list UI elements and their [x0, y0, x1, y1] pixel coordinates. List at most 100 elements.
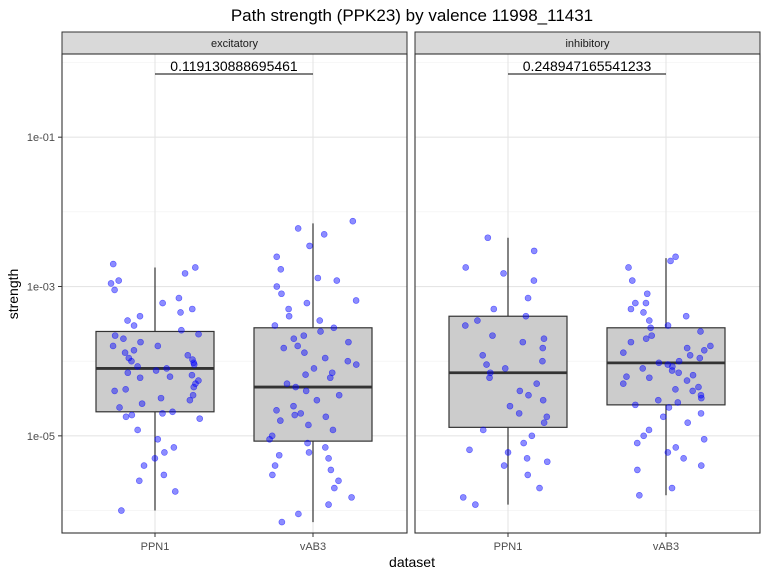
data-point	[291, 411, 299, 419]
data-point	[128, 411, 136, 419]
data-point	[490, 305, 498, 313]
comparison-label: 0.248947165541233	[523, 58, 652, 74]
data-point	[325, 455, 332, 462]
data-point	[152, 367, 160, 374]
data-point	[301, 349, 308, 356]
data-point	[474, 317, 481, 324]
data-point	[640, 309, 647, 316]
data-point	[664, 322, 672, 329]
data-point	[689, 371, 697, 379]
data-point	[675, 357, 683, 365]
data-point	[646, 374, 653, 382]
data-point	[634, 466, 641, 474]
data-point	[623, 373, 630, 380]
x-tick-label: vAB3	[653, 541, 679, 553]
y-tick-label: 1e-01	[27, 132, 55, 144]
data-point	[278, 518, 286, 526]
data-point	[269, 471, 276, 479]
data-point	[543, 458, 551, 466]
data-point	[285, 305, 292, 313]
data-point	[643, 290, 651, 298]
data-point	[115, 277, 122, 284]
panel-inhibitory: inhibitory 0.248947165541233 PPN1 vAB3	[414, 31, 761, 553]
data-point	[163, 365, 170, 372]
data-point	[317, 328, 324, 335]
data-point	[306, 242, 313, 250]
data-point	[294, 225, 302, 232]
data-point	[466, 446, 473, 454]
data-point	[170, 444, 178, 451]
data-point	[675, 369, 682, 377]
data-point	[290, 402, 297, 410]
data-point	[111, 286, 118, 294]
data-point	[330, 324, 338, 332]
data-point	[278, 290, 285, 298]
data-point	[627, 338, 635, 346]
x-axis-title: dataset	[389, 554, 435, 570]
data-point	[484, 234, 492, 242]
data-point	[118, 507, 125, 514]
data-point	[275, 451, 283, 459]
data-point	[501, 365, 509, 372]
data-point	[489, 332, 496, 339]
data-point	[178, 326, 185, 334]
data-point	[539, 357, 546, 365]
x-tick-label: PPN1	[141, 541, 170, 553]
panel-background	[62, 54, 407, 533]
data-point	[528, 432, 536, 440]
data-point	[302, 371, 309, 378]
data-point	[290, 335, 298, 343]
data-point	[462, 264, 470, 271]
data-point	[459, 494, 467, 501]
data-point	[628, 277, 636, 284]
data-point	[322, 413, 330, 421]
box-PPN1	[95, 260, 215, 514]
data-point	[130, 346, 138, 354]
data-point	[539, 344, 547, 352]
data-point	[305, 421, 312, 429]
data-point	[696, 354, 704, 362]
data-point	[682, 312, 690, 320]
data-point	[479, 426, 487, 434]
data-point	[683, 377, 691, 384]
data-point	[335, 477, 342, 485]
data-point	[667, 257, 674, 265]
y-tick-label: 1e-05	[27, 431, 55, 443]
data-point	[640, 432, 647, 440]
data-point	[668, 367, 676, 374]
data-point	[327, 466, 335, 474]
data-point	[280, 344, 288, 352]
data-point	[171, 488, 179, 495]
data-point	[655, 359, 663, 367]
data-point	[134, 426, 141, 434]
data-point	[302, 387, 310, 395]
data-point	[516, 387, 524, 395]
data-point	[121, 349, 129, 356]
data-point	[695, 383, 702, 391]
data-point	[151, 455, 159, 462]
panel-strip-label: excitatory	[211, 38, 259, 50]
y-axis-title: strength	[5, 269, 21, 320]
box-vAB3	[253, 217, 373, 526]
data-point	[540, 419, 548, 427]
data-point	[627, 305, 635, 313]
data-point	[632, 401, 639, 409]
data-point	[674, 399, 682, 406]
data-point	[175, 294, 183, 302]
data-point	[277, 266, 285, 273]
data-point	[665, 404, 673, 411]
data-point	[539, 396, 547, 404]
data-point	[700, 346, 708, 354]
data-point	[525, 391, 532, 399]
x-tick-label: vAB3	[300, 541, 326, 553]
data-point	[698, 394, 705, 402]
data-point	[352, 297, 360, 304]
data-point	[271, 322, 279, 329]
data-point	[672, 253, 679, 261]
data-point	[154, 342, 162, 350]
data-point	[683, 344, 691, 352]
data-point	[352, 361, 360, 368]
data-point	[188, 305, 196, 313]
data-point	[177, 309, 184, 316]
data-point	[668, 484, 676, 492]
